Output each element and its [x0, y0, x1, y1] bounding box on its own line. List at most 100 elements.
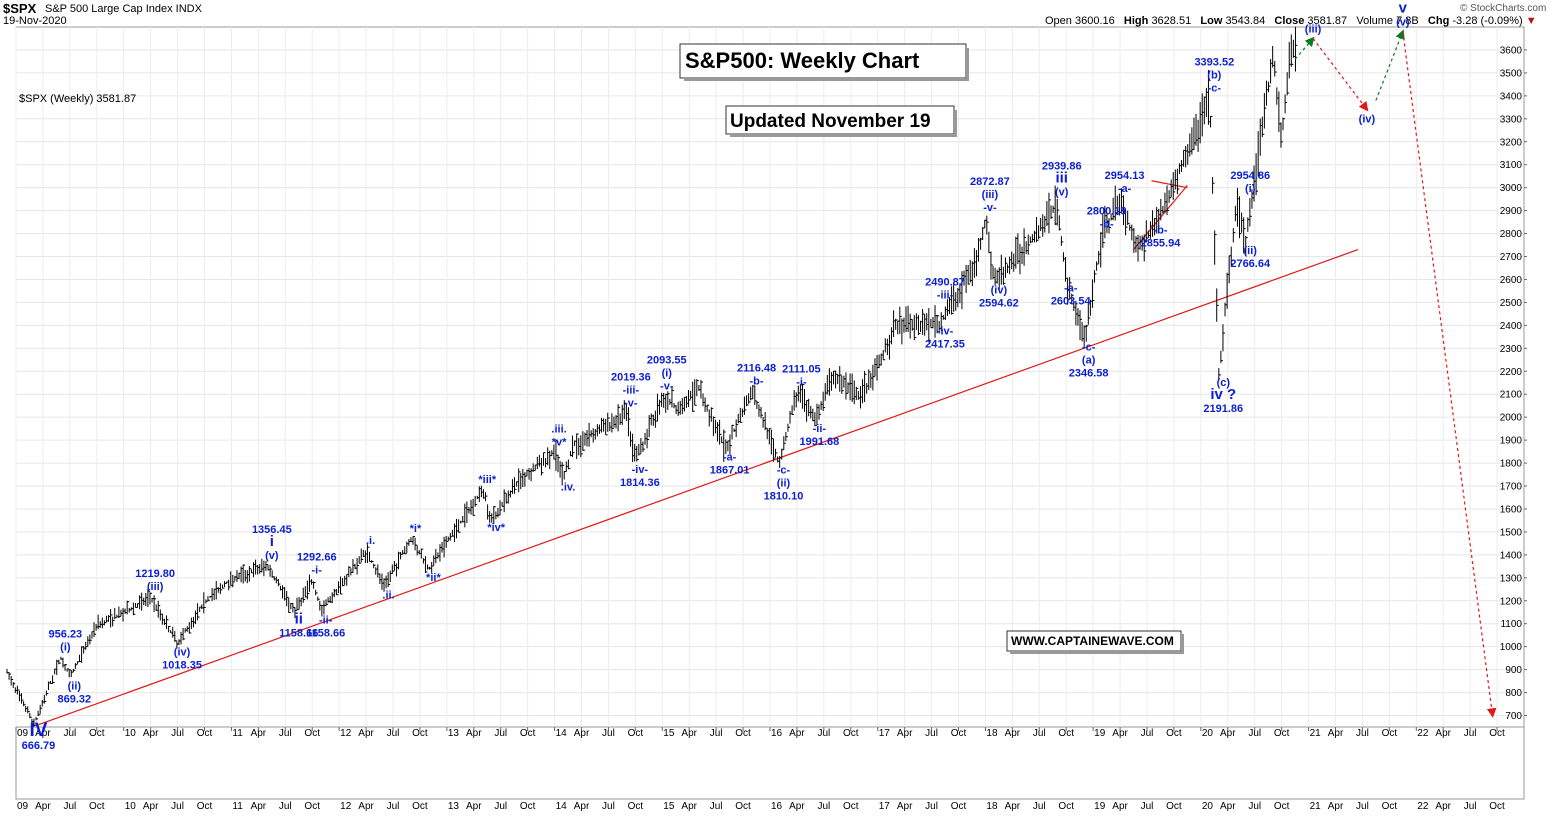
- x-tick-label-lower: Jul: [710, 801, 723, 812]
- price-bar: [203, 592, 206, 614]
- wave-label: *iv*: [487, 522, 505, 534]
- price-bar: [1091, 279, 1095, 308]
- price-bar: [770, 429, 774, 455]
- x-tick-label-lower: Apr: [1435, 801, 1451, 812]
- x-tick-label: Oct: [520, 728, 536, 739]
- x-tick-label: Oct: [412, 728, 428, 739]
- wave-label: 3393.52: [1194, 56, 1234, 68]
- price-bar: [472, 498, 476, 516]
- x-tick-label-lower: Apr: [681, 801, 697, 812]
- price-bar: [723, 429, 726, 462]
- price-bar: [8, 672, 12, 680]
- x-tick-label: Jul: [279, 728, 292, 739]
- x-tick-label-lower: 15: [663, 801, 675, 812]
- price-bar: [474, 495, 478, 507]
- x-tick-label-lower: Jul: [1141, 801, 1154, 812]
- price-bar: [1172, 172, 1176, 200]
- y-tick-label: 1600: [1500, 504, 1523, 515]
- x-tick-label: Apr: [1112, 728, 1128, 739]
- price-bar: [1245, 235, 1248, 256]
- wave-label: 2872.87: [970, 176, 1010, 188]
- x-tick-label: Oct: [735, 728, 751, 739]
- x-tick-label-lower: Apr: [35, 801, 51, 812]
- x-tick-label: Oct: [843, 728, 859, 739]
- price-bar: [710, 407, 714, 422]
- price-bar: [1255, 153, 1259, 196]
- x-tick-label: 13: [448, 728, 460, 739]
- price-bar: [706, 404, 710, 412]
- price-bar: [1002, 266, 1006, 285]
- y-tick-label: 2900: [1500, 206, 1523, 217]
- chart-title: S&P500: Weekly Chart: [685, 48, 920, 73]
- price-bar: [638, 443, 641, 456]
- x-tick-label-lower: Jul: [171, 801, 184, 812]
- x-tick-label-lower: Jul: [602, 801, 615, 812]
- x-tick-label: Jul: [602, 728, 615, 739]
- x-tick-label: Oct: [1382, 728, 1398, 739]
- price-bar: [1166, 185, 1170, 216]
- price-bar: [52, 675, 55, 684]
- x-tick-label-lower: Jul: [817, 801, 830, 812]
- x-tick-label: Jul: [710, 728, 723, 739]
- projection-arrow: [1402, 31, 1497, 718]
- x-tick-label-lower: Apr: [1005, 801, 1021, 812]
- price-bar: [646, 428, 650, 449]
- wave-label: IV: [29, 720, 47, 741]
- x-tick-label: 19: [1094, 728, 1106, 739]
- y-tick-label: 3400: [1500, 91, 1523, 102]
- price-bar: [572, 435, 575, 458]
- price-bar: [514, 477, 517, 494]
- price-bar: [414, 537, 418, 551]
- wave-label: (i): [60, 642, 71, 654]
- wave-label: (iv): [174, 646, 191, 658]
- price-bar: [1048, 192, 1051, 234]
- wave-label: (iii): [147, 581, 164, 593]
- x-tick-label: Apr: [1220, 728, 1236, 739]
- wave-label: 1814.36: [620, 477, 660, 489]
- x-tick-label-lower: 19: [1094, 801, 1106, 812]
- chart-date: 19-Nov-2020: [3, 15, 67, 27]
- price-bar: [21, 693, 24, 704]
- x-tick-label: Jul: [1464, 728, 1477, 739]
- price-bar: [1060, 236, 1064, 246]
- x-tick-label: Jul: [1248, 728, 1261, 739]
- price-bar: [445, 535, 449, 548]
- x-tick-label-lower: Jul: [279, 801, 292, 812]
- x-tick-label-lower: Jul: [63, 801, 76, 812]
- price-bar: [296, 597, 300, 611]
- y-tick-label: 3300: [1500, 114, 1523, 125]
- x-tick-label: 16: [771, 728, 783, 739]
- y-tick-label: 900: [1505, 665, 1522, 676]
- price-bar: [1125, 209, 1128, 236]
- price-bar: [132, 602, 136, 616]
- x-tick-label-lower: Oct: [843, 801, 859, 812]
- y-tick-label: 1200: [1500, 596, 1523, 607]
- x-tick-label-lower: Apr: [897, 801, 913, 812]
- price-bar: [33, 718, 36, 727]
- x-tick-label: Oct: [628, 728, 644, 739]
- wave-label: -v-: [660, 381, 674, 393]
- price-bar: [1096, 261, 1099, 271]
- price-bar: [248, 566, 252, 582]
- y-tick-label: 1500: [1500, 527, 1523, 538]
- price-bar: [1286, 72, 1290, 96]
- wave-label: 2954.86: [1230, 170, 1270, 182]
- price-bar: [503, 489, 507, 513]
- wave-label: 1991.68: [799, 436, 839, 448]
- price-bar: [1118, 193, 1122, 216]
- price-bar: [735, 419, 739, 438]
- x-tick-label-lower: Oct: [1058, 801, 1074, 812]
- series-legend: $SPX (Weekly) 3581.87: [19, 93, 136, 105]
- x-tick-label: Apr: [466, 728, 482, 739]
- x-tick-label-lower: Oct: [1489, 801, 1505, 812]
- x-tick-label-lower: Jul: [1464, 801, 1477, 812]
- price-bar: [1268, 81, 1271, 93]
- x-tick-label: 17: [879, 728, 891, 739]
- wave-label: (v): [1055, 186, 1069, 198]
- x-tick-label: 21: [1310, 728, 1322, 739]
- price-bar: [801, 383, 805, 409]
- price-bar: [302, 587, 306, 603]
- x-tick-label-lower: 14: [556, 801, 568, 812]
- price-bar: [1274, 60, 1277, 77]
- price-bar: [611, 413, 614, 433]
